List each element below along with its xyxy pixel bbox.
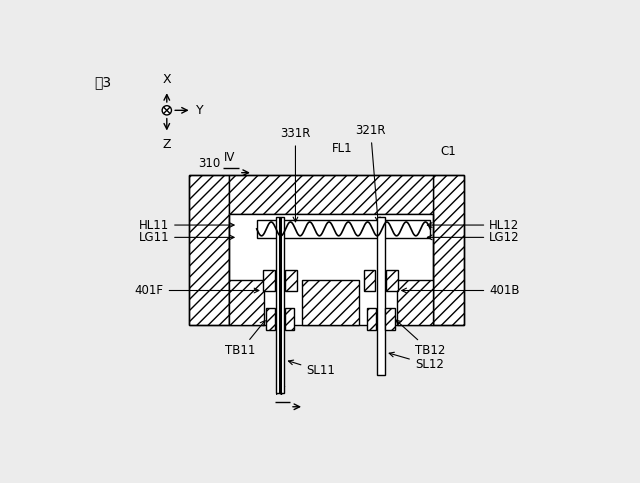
Bar: [285, 308, 294, 330]
Text: 401B: 401B: [402, 284, 520, 297]
Text: Z: Z: [163, 138, 171, 151]
Bar: [229, 213, 433, 281]
Bar: [397, 281, 433, 325]
Bar: [367, 308, 376, 330]
Bar: [266, 308, 275, 330]
Text: FL1: FL1: [332, 142, 352, 155]
Bar: [377, 217, 385, 375]
Text: 331R: 331R: [280, 128, 310, 222]
Bar: [433, 175, 463, 325]
Text: 図3: 図3: [94, 75, 111, 89]
Bar: [189, 175, 229, 325]
Bar: [229, 213, 433, 325]
Text: 310: 310: [198, 156, 221, 170]
Text: X: X: [163, 73, 171, 86]
Text: LG12: LG12: [428, 231, 520, 244]
Text: Y: Y: [195, 104, 203, 117]
Text: SL12: SL12: [389, 352, 444, 371]
Text: IV: IV: [224, 151, 236, 164]
Bar: [229, 175, 433, 213]
Bar: [263, 270, 275, 291]
Bar: [364, 270, 375, 291]
Bar: [257, 220, 430, 238]
Text: HL12: HL12: [428, 218, 520, 231]
Text: C1: C1: [440, 145, 456, 158]
Text: 401F: 401F: [134, 284, 259, 297]
Text: HL11: HL11: [139, 218, 234, 231]
Bar: [285, 270, 297, 291]
Bar: [229, 281, 264, 325]
Text: TB11: TB11: [225, 321, 265, 357]
Text: TB12: TB12: [396, 320, 445, 357]
Text: LG11: LG11: [138, 231, 234, 244]
Text: IV: IV: [275, 385, 287, 398]
Bar: [276, 217, 284, 393]
Text: SL11: SL11: [289, 360, 335, 377]
Bar: [385, 308, 395, 330]
Circle shape: [162, 106, 172, 115]
Text: 321R: 321R: [355, 124, 386, 222]
Bar: [303, 281, 359, 325]
Bar: [386, 270, 397, 291]
